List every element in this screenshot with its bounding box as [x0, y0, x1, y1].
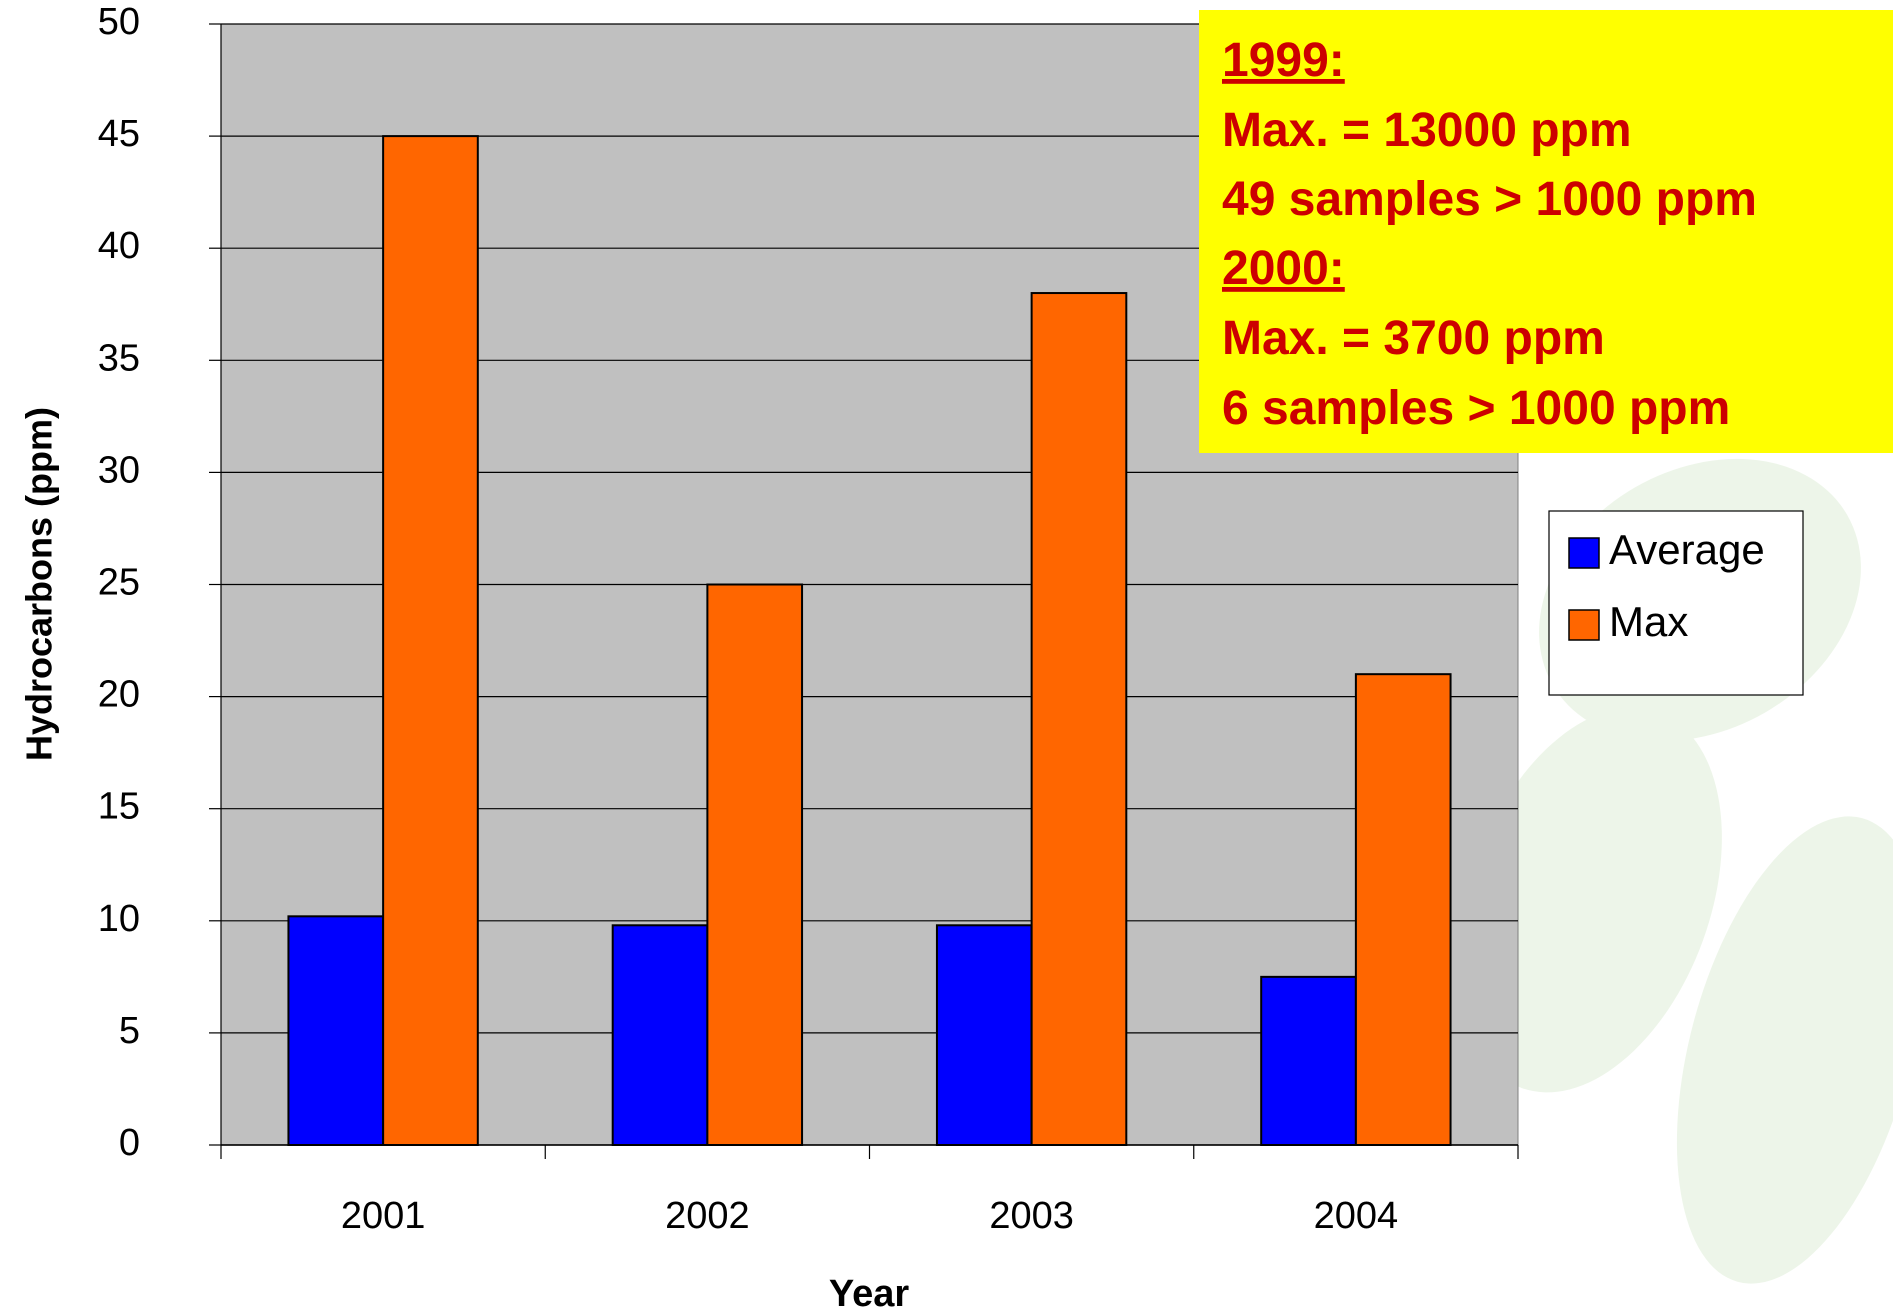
annotation: 2000:: [1222, 242, 1345, 295]
y-axis-label: Hydrocarbons (ppm): [19, 407, 60, 761]
annotation: 1999:: [1222, 34, 1345, 87]
bar: [935, 924, 1033, 1146]
legend-box: [1548, 510, 1804, 696]
y-tick-label: 40: [98, 225, 140, 267]
y-tick-label: 45: [98, 113, 140, 155]
x-tick-label: 2001: [341, 1195, 426, 1237]
bar: [1260, 975, 1357, 1146]
legend-swatch: [1568, 537, 1600, 569]
y-tick-label: 0: [119, 1122, 140, 1164]
y-tick-label: 25: [98, 562, 140, 604]
annotation: 6 samples > 1000 ppm: [1222, 382, 1730, 435]
y-tick-label: 20: [98, 674, 140, 716]
bar: [1354, 673, 1452, 1146]
y-tick-label: 5: [119, 1010, 140, 1052]
bar: [287, 915, 385, 1146]
bar: [1030, 292, 1128, 1147]
bar: [382, 135, 479, 1147]
bar: [706, 583, 804, 1146]
y-tick-label: 15: [98, 786, 140, 828]
annotation: 49 samples > 1000 ppm: [1222, 173, 1757, 226]
x-tick-label: 2004: [1314, 1195, 1399, 1237]
y-tick-label: 10: [98, 898, 140, 940]
y-tick-label: 30: [98, 449, 140, 491]
bar: [611, 924, 709, 1146]
x-tick-label: 2002: [665, 1195, 750, 1237]
y-tick-label: 50: [98, 1, 140, 43]
annotation: Max. = 3700 ppm: [1222, 312, 1605, 365]
annotation-box: [1199, 10, 1893, 453]
legend-swatch: [1568, 609, 1600, 641]
annotation: Max. = 13000 ppm: [1222, 104, 1632, 157]
x-axis-label: Year: [829, 1273, 910, 1315]
legend-label: Average: [1609, 526, 1765, 573]
x-tick-label: 2003: [989, 1195, 1074, 1237]
y-tick-label: 35: [98, 337, 140, 379]
legend-label: Max: [1609, 598, 1688, 645]
